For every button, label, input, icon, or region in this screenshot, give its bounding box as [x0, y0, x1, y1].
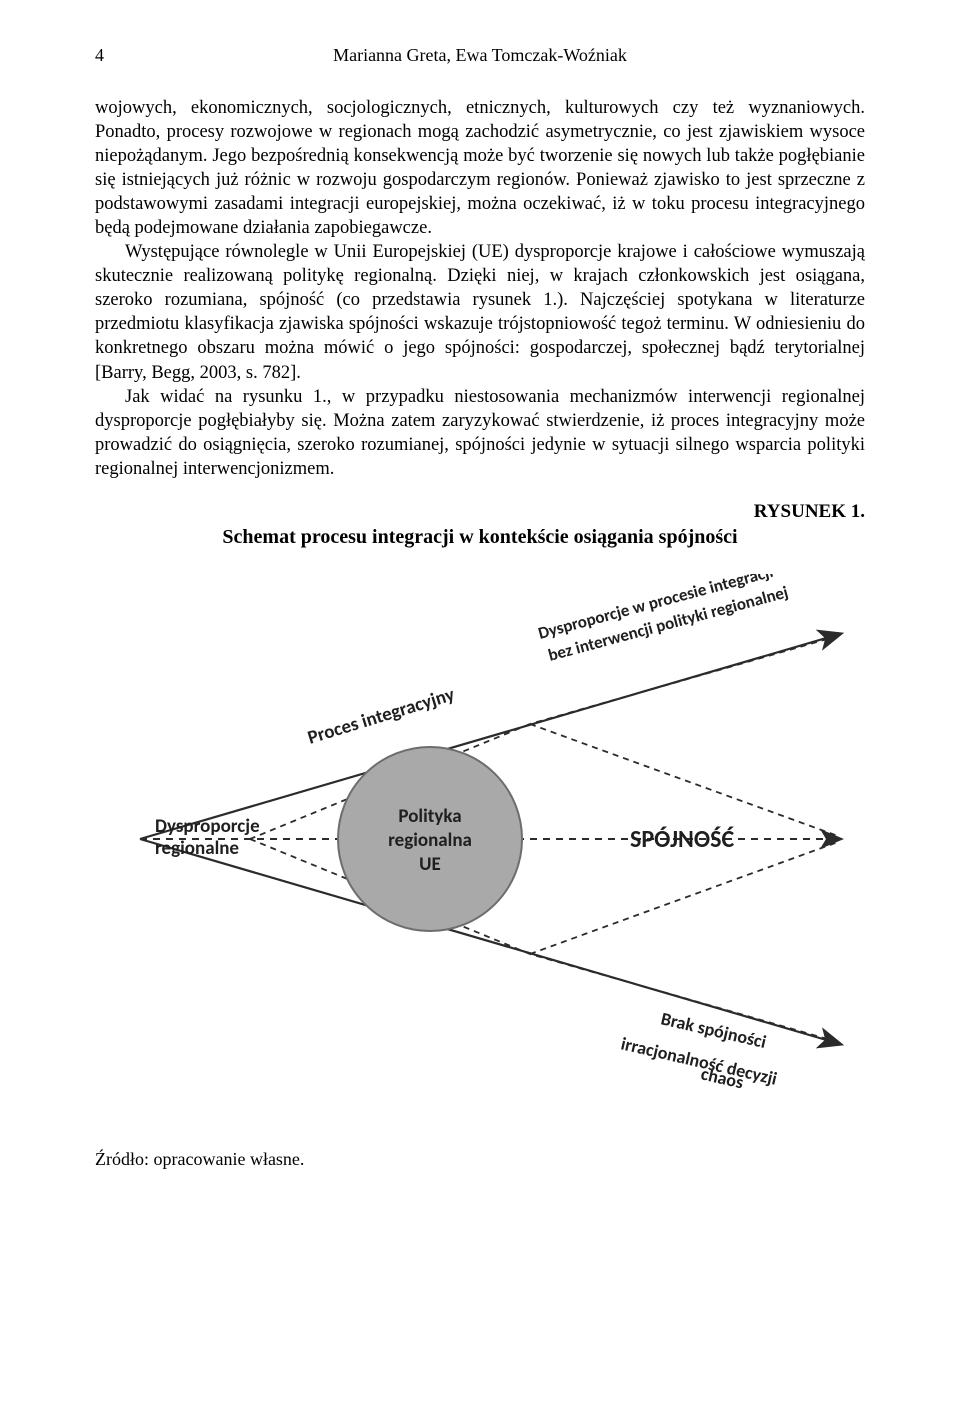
page-container: 4 Marianna Greta, Ewa Tomczak-Woźniak wo… — [0, 0, 960, 1228]
paragraph-1: wojowych, ekonomicznych, socjologicznych… — [95, 96, 865, 240]
figure-source: Źródło: opracowanie własne. — [95, 1149, 865, 1170]
paragraph-2: Występujące równolegle w Unii Europejski… — [95, 240, 865, 384]
label-circle-3: UE — [419, 853, 441, 876]
figure-diagram: Proces integracyjny Dysproporcje w proce… — [100, 574, 860, 1114]
running-head: 4 Marianna Greta, Ewa Tomczak-Woźniak — [95, 45, 865, 66]
page-number: 4 — [95, 45, 125, 66]
label-circle-1: Polityka — [398, 805, 461, 828]
figure-number: RYSUNEK 1. — [95, 501, 865, 523]
body-text: wojowych, ekonomicznych, socjologicznych… — [95, 96, 865, 481]
page-authors: Marianna Greta, Ewa Tomczak-Woźniak — [125, 45, 835, 66]
label-spojnosc: SPÓJNOŚĆ — [630, 825, 734, 854]
label-circle-2: regionalna — [388, 829, 472, 852]
figure-caption-block: RYSUNEK 1. Schemat procesu integracji w … — [95, 501, 865, 549]
figure-title: Schemat procesu integracji w kontekście … — [95, 526, 865, 549]
label-dysproporcje-left-2: regionalne — [155, 837, 239, 860]
paragraph-3: Jak widać na rysunku 1., w przypadku nie… — [95, 385, 865, 481]
label-proces-integracyjny: Proces integracyjny — [305, 683, 457, 750]
label-dysproporcje-left-1: Dysproporcje — [155, 815, 260, 838]
